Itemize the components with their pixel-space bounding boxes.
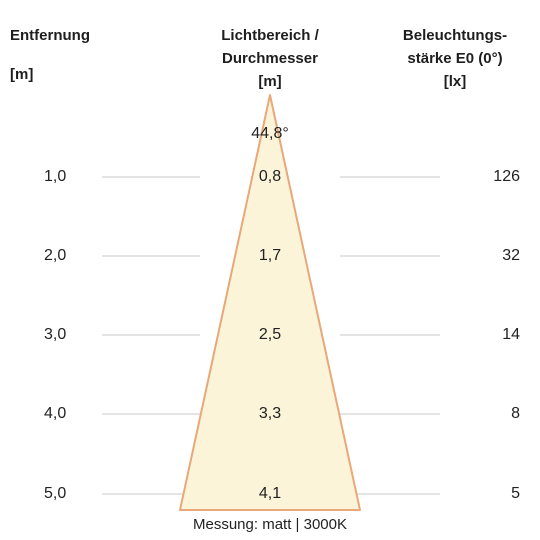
diameter-header-unit: [m] [258,73,282,90]
row-5-distance: 5,0 [44,485,67,502]
row-1-illuminance: 126 [493,168,520,185]
illuminance-header-title-line2: stärke E0 (0°) [407,50,503,67]
row-2-diameter: 1,7 [258,247,282,264]
distance-grid-lines [102,176,440,495]
row-2-distance: 2,0 [44,247,67,264]
distance-header: Entfernung [m] [10,24,110,86]
row-3-illuminance: 14 [502,326,520,343]
row-4-distance: 4,0 [44,405,67,422]
distance-header-title: Entfernung [10,27,90,44]
illuminance-header-title-line1: Beleuchtungs- [402,27,508,44]
row-3-diameter: 2,5 [258,326,282,343]
illuminance-header: Beleuchtungs- stärke E0 (0°) [lx] [380,24,530,93]
beam-angle-label: 44,8° [251,125,289,142]
illuminance-header-unit: [lx] [443,73,467,90]
row-1-diameter: 0,8 [258,168,282,185]
distance-header-unit: [m] [10,66,34,83]
row-5-diameter: 4,1 [258,485,282,502]
diameter-header: Lichtbereich / Durchmesser [m] [190,24,350,93]
row-4-illuminance: 8 [511,405,520,422]
row-1-distance: 1,0 [44,168,67,185]
row-5-illuminance: 5 [511,485,520,502]
row-4-diameter: 3,3 [258,405,282,422]
diameter-header-title-line1: Lichtbereich / [221,27,319,44]
row-3-distance: 3,0 [44,326,67,343]
diameter-header-title-line2: Durchmesser [222,50,318,67]
row-2-illuminance: 32 [502,247,520,264]
measurement-note: Messung: matt | 3000K [193,516,347,533]
light-cone [179,94,361,511]
